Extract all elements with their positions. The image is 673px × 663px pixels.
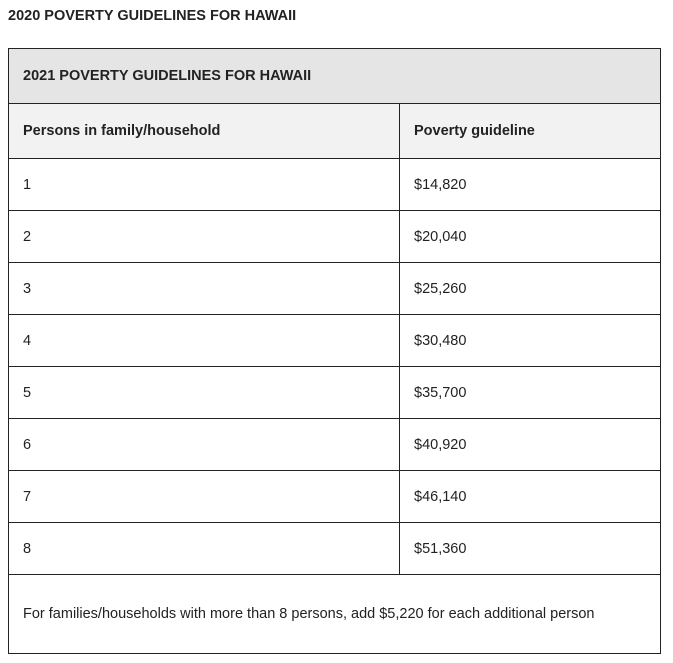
table-caption-row: 2021 POVERTY GUIDELINES FOR HAWAII bbox=[8, 48, 661, 104]
poverty-guidelines-table: 2021 POVERTY GUIDELINES FOR HAWAII Perso… bbox=[8, 48, 661, 654]
table-footnote: For families/households with more than 8… bbox=[8, 574, 661, 654]
guideline-cell: $14,820 bbox=[399, 158, 661, 211]
guideline-cell: $35,700 bbox=[399, 366, 661, 419]
table-row: 7 $46,140 bbox=[8, 470, 661, 523]
persons-cell: 1 bbox=[8, 158, 400, 211]
persons-cell: 3 bbox=[8, 262, 400, 315]
persons-cell: 8 bbox=[8, 522, 400, 575]
persons-cell: 7 bbox=[8, 470, 400, 523]
guideline-cell: $20,040 bbox=[399, 210, 661, 263]
table-row: 5 $35,700 bbox=[8, 366, 661, 419]
table-row: 8 $51,360 bbox=[8, 522, 661, 575]
table-footnote-row: For families/households with more than 8… bbox=[8, 574, 661, 654]
guideline-cell: $25,260 bbox=[399, 262, 661, 315]
guideline-cell: $51,360 bbox=[399, 522, 661, 575]
table-row: 1 $14,820 bbox=[8, 158, 661, 211]
persons-cell: 4 bbox=[8, 314, 400, 367]
persons-cell: 5 bbox=[8, 366, 400, 419]
table-row: 6 $40,920 bbox=[8, 418, 661, 471]
guideline-cell: $40,920 bbox=[399, 418, 661, 471]
persons-cell: 2 bbox=[8, 210, 400, 263]
page-heading: 2020 POVERTY GUIDELINES FOR HAWAII bbox=[8, 8, 297, 24]
guideline-cell: $46,140 bbox=[399, 470, 661, 523]
table-header-row: Persons in family/household Poverty guid… bbox=[8, 103, 661, 159]
table-caption: 2021 POVERTY GUIDELINES FOR HAWAII bbox=[8, 48, 661, 104]
column-header-persons: Persons in family/household bbox=[8, 103, 400, 159]
guideline-cell: $30,480 bbox=[399, 314, 661, 367]
table-row: 2 $20,040 bbox=[8, 210, 661, 263]
column-header-guideline: Poverty guideline bbox=[399, 103, 661, 159]
table-row: 3 $25,260 bbox=[8, 262, 661, 315]
persons-cell: 6 bbox=[8, 418, 400, 471]
table-row: 4 $30,480 bbox=[8, 314, 661, 367]
